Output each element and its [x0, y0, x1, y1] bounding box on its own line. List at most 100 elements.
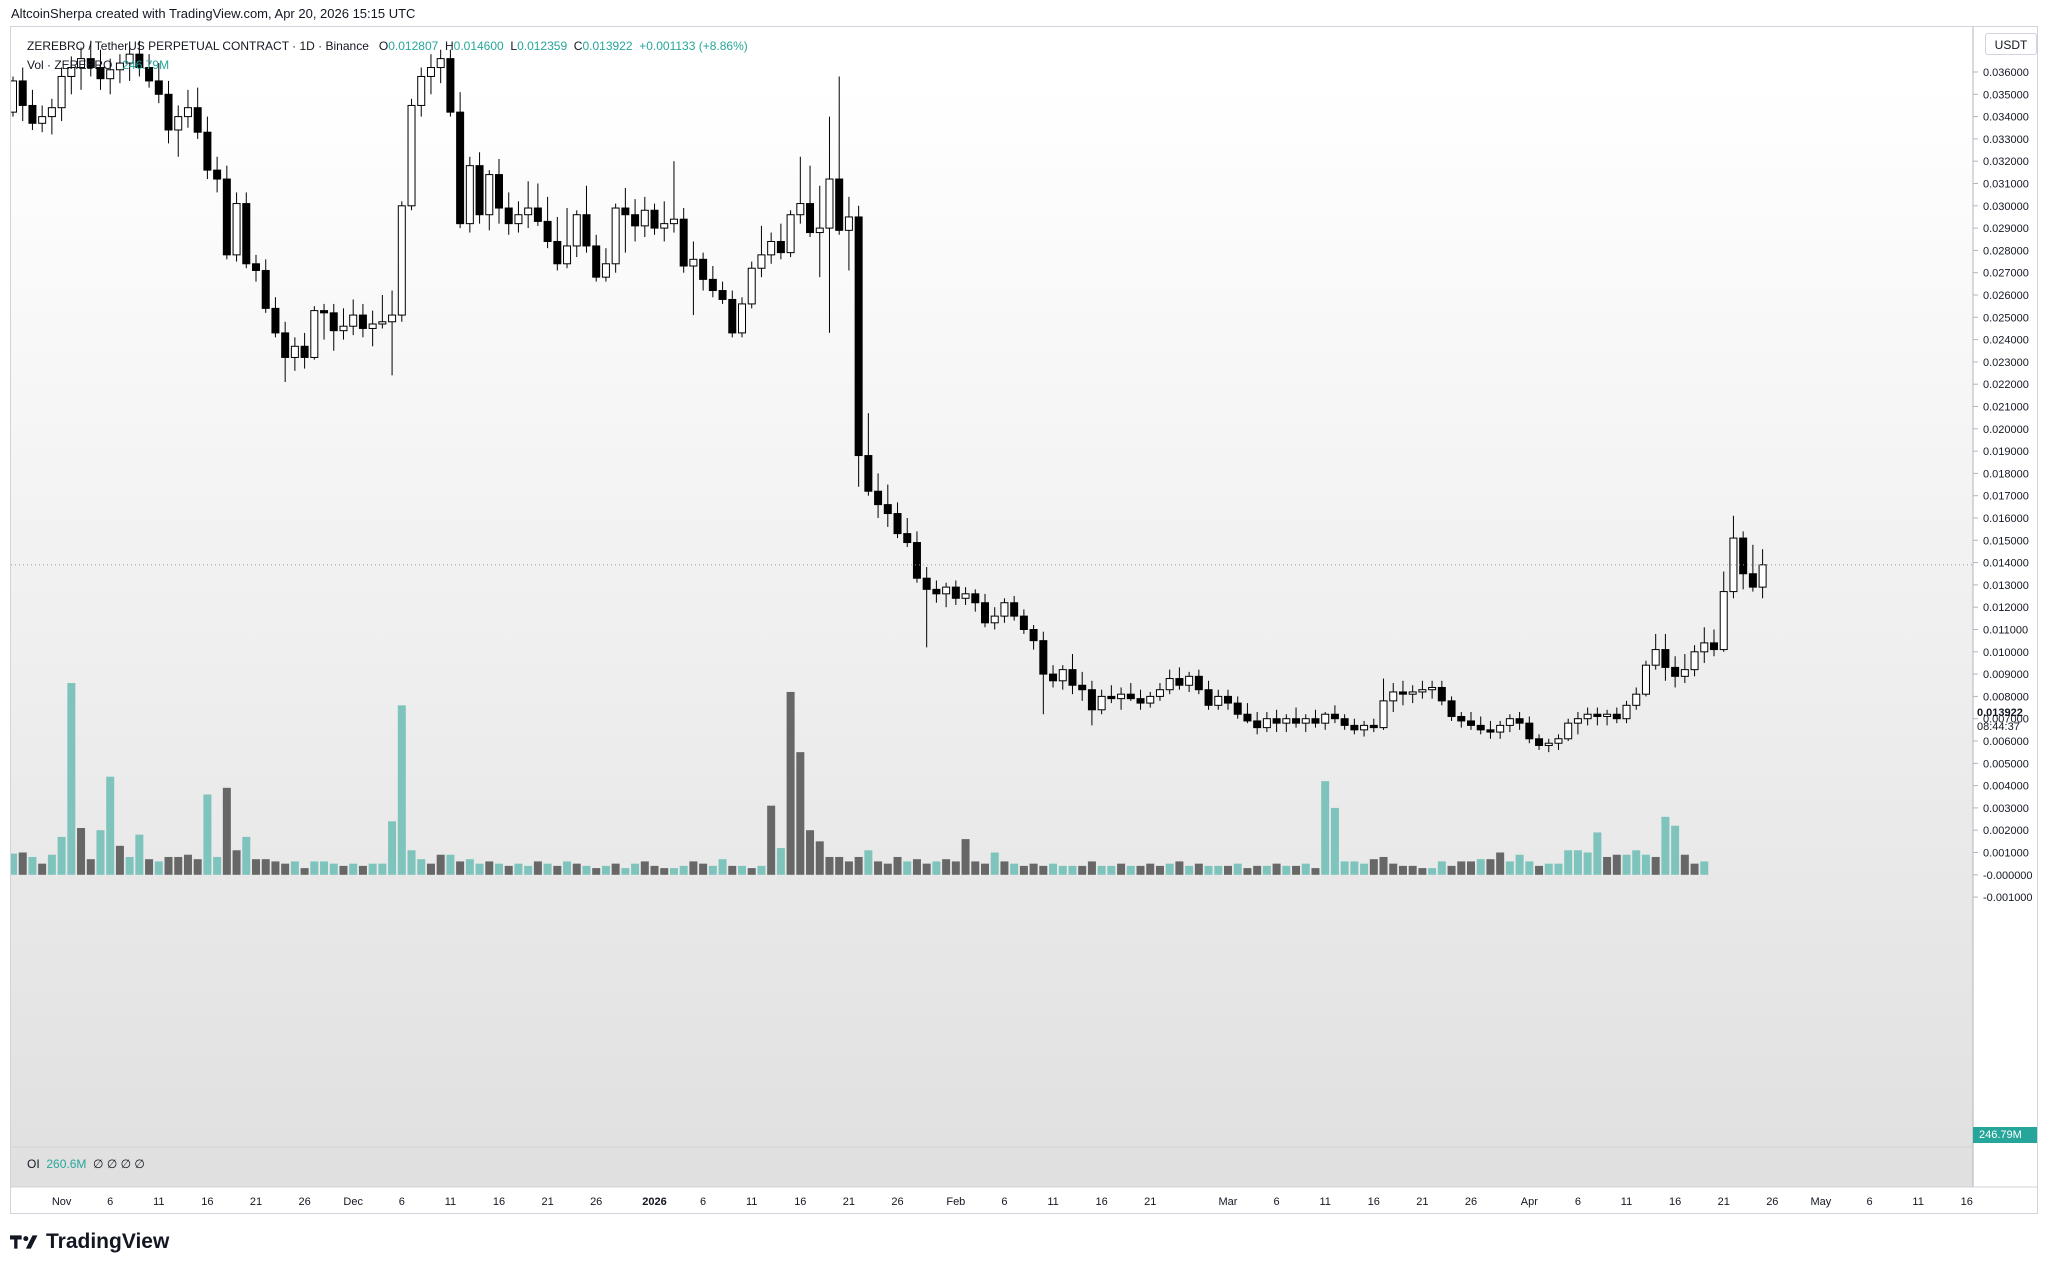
chart-frame[interactable]: 0.036000 0.035000 0.034000 0.033000 0.032000…	[10, 26, 2038, 1214]
volume-bar	[106, 776, 115, 875]
candle-up	[174, 116, 183, 131]
change-value: +0.001133 (+8.86%)	[639, 39, 748, 53]
y-tick-label: 0.005000	[1983, 758, 2029, 770]
volume-bar	[864, 850, 873, 875]
candle-down	[1253, 720, 1262, 729]
x-tick-label: 16	[201, 1196, 213, 1208]
volume-bar	[1000, 861, 1009, 875]
candle-up	[1360, 724, 1369, 731]
volume-bar	[1671, 825, 1680, 875]
bar-countdown: 08:44:37	[1977, 721, 2020, 733]
candle-up	[1000, 602, 1009, 617]
candle-up	[990, 615, 999, 624]
candle-down	[708, 278, 717, 292]
y-tick-label: 0.001000	[1983, 848, 2029, 860]
candle-up	[115, 62, 124, 71]
volume-bar	[1272, 863, 1281, 875]
candle-up	[436, 58, 445, 69]
candle-down	[1010, 602, 1019, 617]
volume-bar	[1340, 861, 1349, 875]
volume-bar	[563, 861, 572, 875]
y-tick-label: 0.036000	[1983, 67, 2029, 79]
volume-bar	[533, 861, 542, 875]
candle-down	[922, 577, 931, 590]
x-tick-label: 21	[1144, 1196, 1156, 1208]
volume-bar	[1243, 868, 1252, 875]
volume-bar	[232, 850, 241, 875]
volume-bar	[281, 863, 290, 875]
volume-bar	[1068, 865, 1077, 875]
volume-bar	[922, 863, 931, 875]
volume-bar	[1398, 865, 1407, 875]
symbol-name[interactable]: ZEREBRO / TetherUS PERPETUAL CONTRACT · …	[27, 39, 369, 53]
volume-label[interactable]: Vol · ZEREBRO	[27, 58, 113, 72]
volume-bar	[358, 865, 367, 875]
candle-up	[349, 314, 358, 327]
volume-bar	[951, 861, 960, 875]
volume-bar	[1214, 865, 1223, 875]
candle-down	[1204, 689, 1213, 706]
volume-bar	[689, 861, 698, 875]
high-value: 0.014600	[453, 39, 504, 53]
brand-name: TradingView	[46, 1230, 170, 1253]
candle-down	[86, 58, 95, 69]
candle-down	[650, 209, 659, 229]
candle-up	[426, 67, 435, 77]
x-tick-label: 11	[1621, 1196, 1632, 1208]
currency-unit-button[interactable]: USDT	[1985, 33, 2037, 55]
volume-bar	[38, 863, 47, 875]
volume-bar	[611, 863, 620, 875]
volume-bar	[388, 821, 397, 875]
volume-bar	[971, 861, 980, 875]
volume-bar	[378, 863, 387, 875]
x-tick-label: 11	[445, 1196, 456, 1208]
volume-bar	[1680, 854, 1689, 875]
y-tick-label: 0.034000	[1983, 112, 2029, 124]
candle-down	[893, 513, 902, 535]
candle-down	[213, 169, 222, 180]
x-tick-label: 6	[399, 1196, 405, 1208]
candle-down	[1476, 724, 1485, 731]
volume-bar	[1204, 865, 1213, 875]
candle-down	[261, 269, 270, 309]
volume-bar	[1350, 861, 1359, 875]
oi-label[interactable]: OI	[27, 1157, 40, 1171]
candle-down	[912, 542, 921, 579]
volume-bar	[261, 859, 270, 875]
candlestick-chart[interactable]: 0.036000 0.035000 0.034000 0.033000 0.032000…	[11, 27, 2038, 1214]
candle-up	[1651, 649, 1660, 666]
volume-bar	[407, 850, 416, 875]
x-tick-label: 6	[1001, 1196, 1007, 1208]
volume-bar	[1330, 807, 1339, 875]
brand-logo[interactable]: TradingView	[10, 1230, 169, 1254]
y-tick-label: 0.011000	[1983, 625, 2028, 637]
volume-bar	[154, 861, 163, 875]
volume-bar	[271, 861, 280, 875]
candle-down	[903, 533, 912, 544]
candle-down	[1437, 686, 1446, 702]
y-tick-label: 0.024000	[1983, 335, 2029, 347]
volume-bar	[1437, 861, 1446, 875]
y-tick-label: 0.033000	[1983, 134, 2029, 146]
candle-down	[18, 80, 27, 106]
candle-up	[1554, 738, 1563, 744]
volume-bar	[57, 836, 66, 875]
candle-up	[767, 240, 776, 256]
candle-down	[864, 455, 873, 492]
volume-bar	[213, 856, 222, 875]
candle-down	[28, 104, 37, 124]
candle-up	[47, 107, 56, 118]
y-tick-label: 0.025000	[1983, 312, 2029, 324]
candle-up	[1146, 695, 1155, 704]
volume-bar	[1019, 865, 1028, 875]
candle-up	[1564, 722, 1573, 740]
candle-down	[145, 67, 154, 82]
candle-down	[96, 67, 105, 80]
volume-bar	[446, 854, 455, 875]
volume-bar	[1360, 863, 1369, 875]
y-tick-label: 0.035000	[1983, 89, 2029, 101]
candle-up	[1573, 718, 1582, 724]
volume-bar	[844, 861, 853, 875]
volume-bar	[912, 859, 921, 875]
candle-down	[135, 53, 144, 69]
